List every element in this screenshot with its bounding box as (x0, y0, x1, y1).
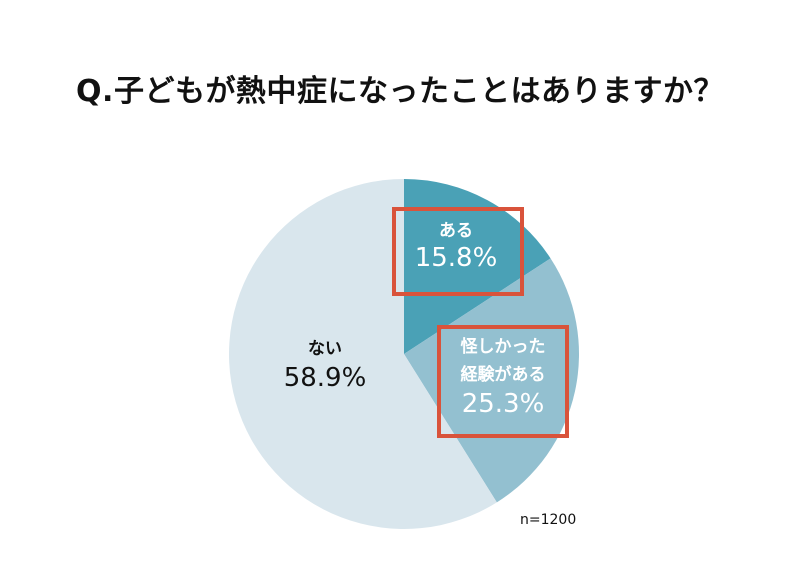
slice-label: ない (308, 339, 342, 359)
sample-size-note: n=1200 (520, 512, 577, 528)
slice-value-label: 25.3% (462, 389, 545, 419)
pie-slice (404, 179, 551, 354)
pie-slice (404, 258, 580, 503)
slice-value-label: 58.9% (284, 363, 367, 393)
pie-slices (228, 178, 580, 529)
slice-label: ある (439, 221, 473, 241)
highlight-box (392, 207, 524, 296)
highlight-box (437, 325, 569, 438)
pie-slice (228, 178, 497, 529)
slice-label: 怪しかった (461, 336, 546, 357)
slice-value-label: 15.8% (415, 243, 498, 273)
slice-label: 経験がある (461, 364, 546, 385)
chart-title: Q.子どもが熱中症になったことはありますか？ (76, 74, 724, 109)
